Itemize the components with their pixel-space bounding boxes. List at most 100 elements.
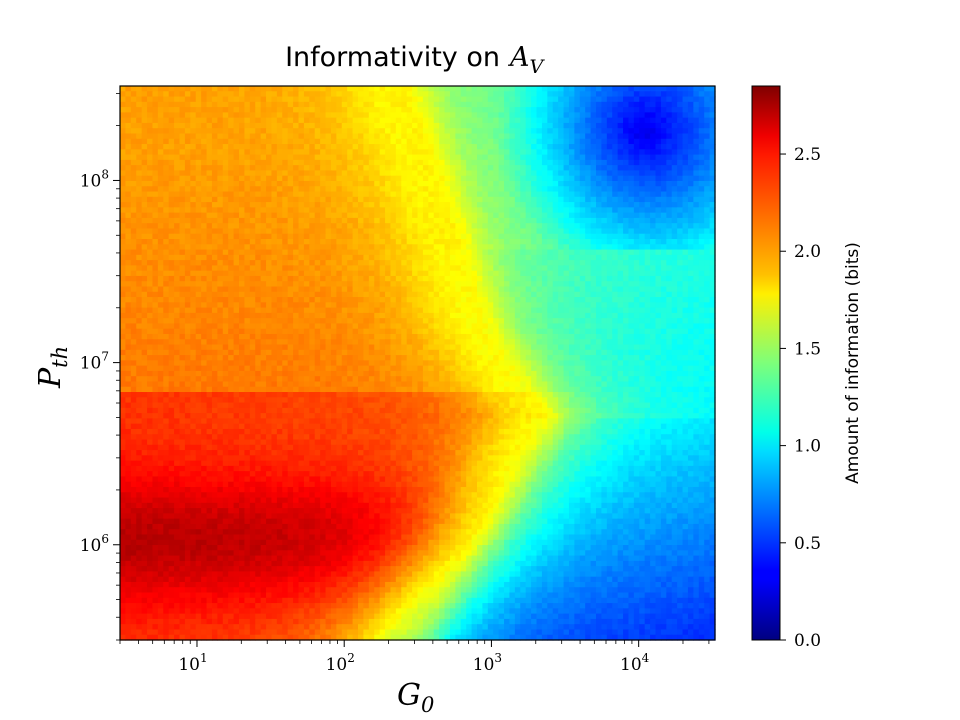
heatmap-cell (239, 107, 246, 113)
heatmap-cell (498, 265, 505, 272)
heatmap-cell (336, 207, 343, 214)
heatmap-cell (309, 228, 316, 235)
heatmap-cell (568, 122, 575, 129)
heatmap-cell (568, 202, 575, 208)
heatmap-cell (406, 154, 413, 161)
heatmap-cell (417, 122, 424, 129)
heatmap-cell (487, 138, 494, 145)
heatmap-cell (303, 196, 310, 203)
heatmap-cell (287, 249, 294, 256)
heatmap-cell (249, 217, 256, 224)
heatmap-cell (536, 265, 543, 272)
heatmap-cell (460, 318, 467, 325)
heatmap-cell (358, 217, 365, 224)
heatmap-cell (633, 196, 640, 203)
heatmap-cell (493, 186, 500, 193)
heatmap-cell (682, 302, 689, 309)
heatmap-cell (152, 165, 159, 172)
heatmap-cell (152, 233, 159, 240)
heatmap-cell (460, 138, 467, 145)
heatmap-cell (244, 117, 251, 124)
heatmap-cell (303, 191, 310, 198)
heatmap-cell (558, 286, 565, 293)
heatmap-cell (693, 133, 700, 140)
heatmap-cell (163, 275, 170, 282)
heatmap-cell (298, 260, 305, 266)
heatmap-cell (163, 217, 170, 224)
heatmap-cell (687, 312, 694, 319)
heatmap-cell (422, 281, 429, 288)
heatmap-cell (385, 307, 392, 314)
heatmap-cell (536, 170, 543, 177)
heatmap-cell (601, 217, 608, 224)
heatmap-cell (612, 86, 619, 92)
heatmap-cell (390, 302, 397, 309)
heatmap-cell (211, 154, 218, 161)
heatmap-cell (498, 254, 505, 261)
heatmap-cell (233, 186, 240, 193)
heatmap-cell (590, 191, 597, 198)
heatmap-cell (666, 202, 673, 208)
heatmap-cell (228, 165, 235, 172)
heatmap-cell (368, 307, 375, 314)
heatmap-cell (287, 228, 294, 235)
heatmap-cell (606, 239, 613, 245)
heatmap-cell (255, 138, 262, 145)
heatmap-cell (568, 244, 575, 251)
heatmap-cell (168, 191, 175, 198)
heatmap-cell (352, 291, 359, 298)
heatmap-cell (217, 318, 224, 325)
heatmap-cell (184, 207, 191, 214)
heatmap-cell (682, 202, 689, 208)
heatmap-cell (374, 112, 381, 119)
heatmap-cell (206, 291, 213, 298)
heatmap-cell (617, 249, 624, 256)
heatmap-cell (433, 307, 440, 314)
heatmap-cell (260, 180, 267, 187)
heatmap-cell (147, 159, 154, 166)
heatmap-cell (633, 291, 640, 298)
heatmap-cell (644, 254, 651, 261)
heatmap-cell (314, 128, 321, 135)
heatmap-cell (601, 144, 608, 150)
heatmap-cell (184, 228, 191, 235)
heatmap-cell (628, 207, 635, 214)
heatmap-cell (493, 244, 500, 251)
heatmap-cell (520, 154, 527, 161)
heatmap-cell (347, 186, 354, 193)
heatmap-cell (330, 133, 337, 140)
heatmap-cell (422, 159, 429, 166)
heatmap-cell (266, 291, 273, 298)
heatmap-cell (558, 165, 565, 172)
heatmap-cell (677, 202, 684, 208)
heatmap-cell (217, 291, 224, 298)
heatmap-cell (368, 175, 375, 182)
heatmap-cell (271, 244, 278, 251)
heatmap-cell (368, 107, 375, 113)
heatmap-cell (698, 286, 705, 293)
heatmap-cell (222, 144, 229, 150)
heatmap-cell (466, 286, 473, 293)
heatmap-cell (325, 107, 332, 113)
heatmap-cell (395, 239, 402, 245)
heatmap-cell (260, 275, 267, 282)
heatmap-cell (639, 191, 646, 198)
heatmap-cell (449, 233, 456, 240)
heatmap-cell (552, 96, 559, 103)
heatmap-cell (509, 154, 516, 161)
heatmap-cell (130, 233, 137, 240)
heatmap-cell (650, 291, 657, 298)
heatmap-cell (282, 91, 289, 98)
heatmap-cell (206, 239, 213, 245)
heatmap-cell (244, 312, 251, 319)
heatmap-cell (120, 207, 127, 214)
heatmap-cell (633, 260, 640, 266)
heatmap-cell (704, 217, 711, 224)
heatmap-cell (217, 101, 224, 108)
heatmap-cell (390, 233, 397, 240)
heatmap-cell (217, 281, 224, 288)
heatmap-cell (444, 112, 451, 119)
heatmap-cell (276, 96, 283, 103)
heatmap-cell (271, 107, 278, 113)
heatmap-cell (385, 239, 392, 245)
